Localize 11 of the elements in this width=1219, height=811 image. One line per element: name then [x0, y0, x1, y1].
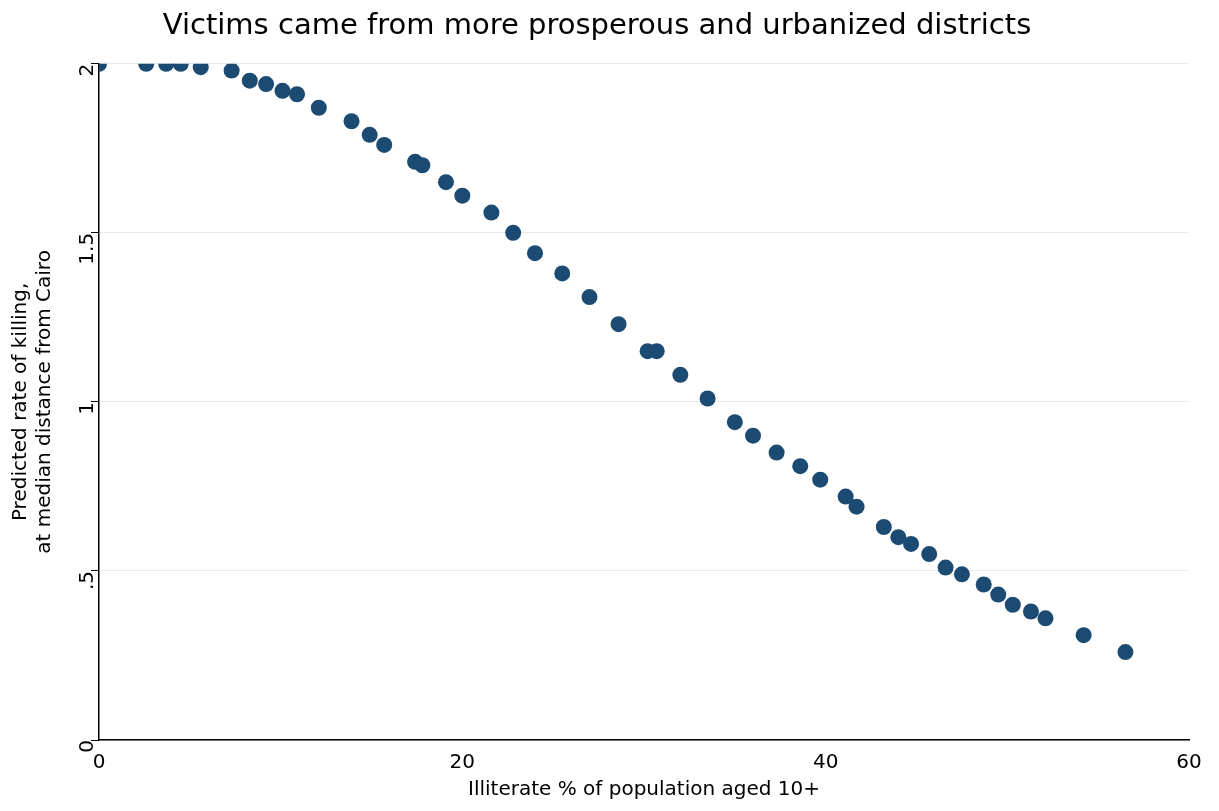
- y-tick-label: .5: [74, 570, 99, 591]
- y-tick-label: 1.5: [74, 232, 99, 265]
- x-tick-label: 20: [449, 749, 476, 774]
- x-tick-label: 60: [1176, 749, 1202, 774]
- y-tick-label: 2: [74, 63, 99, 77]
- x-tick-label: 40: [812, 749, 839, 774]
- y-axis-title: Predicted rate of killing, at median distance from Cairo: [7, 250, 56, 554]
- chart-title: Victims came from more prosperous and urbanized districts: [162, 6, 1032, 41]
- x-axis-title: Illiterate % of population aged 10+: [468, 776, 820, 801]
- y-tick-label: 1: [74, 401, 99, 415]
- y-tick-label: 0: [74, 740, 99, 753]
